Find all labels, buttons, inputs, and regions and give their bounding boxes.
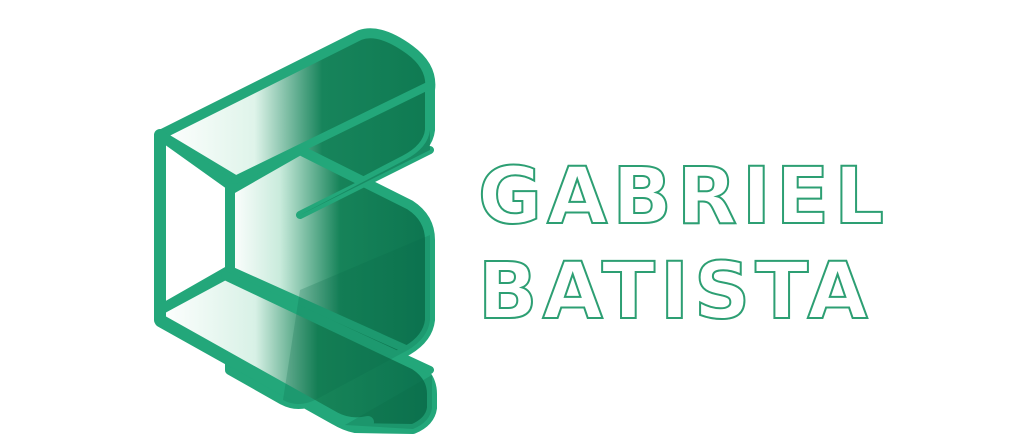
- isometric-g-logo-icon: [154, 28, 437, 434]
- lower-slab-edge: [221, 271, 434, 374]
- middle-slab-shade: [283, 235, 430, 404]
- middle-slab-divider: [226, 266, 412, 354]
- last-name-text: BATISTA: [477, 247, 873, 337]
- top-slab-divider: [231, 81, 434, 184]
- inner-frame-top: [157, 130, 235, 315]
- lower-slab-shade: [345, 375, 432, 429]
- left-frame: [154, 129, 374, 430]
- middle-slab-edge: [296, 146, 434, 219]
- first-name-text: GABRIEL: [477, 152, 889, 242]
- brand-wordmark: GABRIEL BATISTA: [470, 150, 900, 340]
